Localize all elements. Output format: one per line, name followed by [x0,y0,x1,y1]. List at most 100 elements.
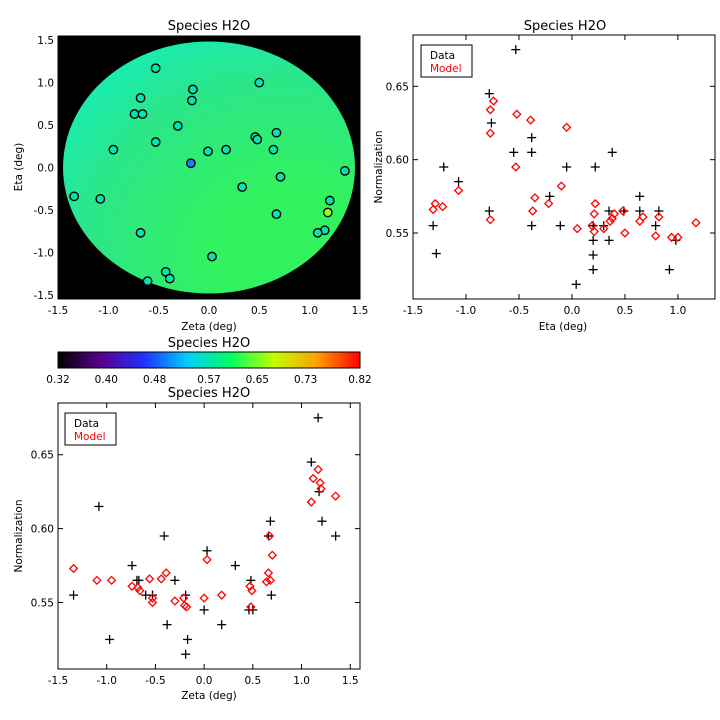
map-marker [275,171,286,182]
zeta-model-point [68,563,79,574]
eta-model-point [528,206,538,216]
zeta-model-point [199,593,209,603]
zeta-data-point [266,590,276,600]
zeta-legend-box [64,412,117,446]
eta-data-point [454,177,464,187]
colorbar-gradient [57,351,361,369]
map-marker [108,144,119,155]
eta-data-point [555,221,565,231]
eta-data-point [651,221,661,231]
zeta-model-point [245,581,255,591]
eta-data-point [590,162,600,172]
eta-model-point [654,212,664,222]
eta-data-point [527,221,537,231]
zeta-data-point [183,634,193,644]
map-marker [187,84,198,95]
zeta-data-point [134,575,144,585]
zeta-xtick-label: 1.0 [293,675,310,687]
zeta-model-point [216,590,227,600]
zeta-data-point [127,561,137,571]
map-markers [69,63,350,287]
eta-data-point [484,89,494,99]
zeta-data-point [105,634,115,644]
eta-xtick-label: -1.5 [403,305,424,317]
eta-data-point [509,147,519,157]
zeta-frame [57,402,361,670]
map-marker [324,195,335,206]
eta-model-point [556,181,567,191]
map-ytick-label: 0.5 [37,120,54,132]
zeta-model-point [170,596,180,606]
zeta-model-point [246,602,256,612]
eta-markers [428,45,701,289]
eta-ticks: -1.5 -1.0 -0.5 0.0 0.5 1.0 0.55 0.60 0.65 [386,35,715,317]
map-xtick-label: 1.0 [301,305,318,317]
map-marker [339,165,350,176]
zeta-xtick-label: 0.5 [244,675,261,687]
zeta-model-point [106,575,117,586]
eta-model-point [638,212,648,222]
zeta-legend: Data Model [64,412,117,446]
eta-xtick-label: 0.5 [617,305,634,317]
eta-model-point [561,122,572,133]
zeta-markers [68,413,341,659]
eta-data-point [588,265,598,275]
map-ytick-label: 1.0 [37,78,54,90]
eta-ytick-label: 0.55 [386,228,409,240]
map-xtick-label: 0.0 [201,305,218,317]
eta-data-point [428,221,438,231]
colorbar-tick-label: 0.32 [46,374,69,386]
zeta-data-point [331,531,341,541]
eta-data-point [588,235,598,245]
zeta-data-point [69,590,79,600]
zeta-model-point [261,577,272,587]
eta-xtick-label: -0.5 [509,305,530,317]
zeta-model-point [263,568,274,578]
zeta-model-point [127,581,137,591]
zeta-data-point [265,516,275,526]
map-xtick-label: 0.5 [251,305,268,317]
zeta-model-point [306,497,317,507]
colorbar-tick-label: 0.57 [197,374,220,386]
eta-data-point [588,250,598,260]
eta-data-point [664,265,674,275]
map-ytick-label: 0.0 [37,163,54,175]
eta-model-point [666,232,677,243]
map-marker [186,95,197,106]
eta-data-point [562,162,572,172]
colorbar-title: Species H2O [168,336,250,351]
zeta-model-point [247,585,257,596]
zeta-data-point [181,649,191,659]
eta-model-point [453,185,464,196]
eta-xlabel: Eta (deg) [539,321,588,333]
eta-data-point [654,206,664,216]
zeta-model-point [264,531,275,541]
map-marker [221,144,232,155]
zeta-legend-data: Data [74,418,99,430]
zeta-model-point [267,550,278,560]
map-marker [268,144,279,155]
eta-data-point [635,191,645,201]
eta-title: Species H2O [524,19,606,34]
eta-model-point [485,128,496,138]
eta-legend-model: Model [430,63,462,75]
map-marker [237,182,248,192]
eta-model-point [605,216,615,226]
map-ticks: -1.5 -1.0 -0.5 0.0 0.5 1.0 1.5 -1.5 -1.0 -0.5 0.0 0… [34,35,369,317]
colorbar-ticks: 0.32 0.40 0.48 0.57 0.65 0.73 0.82 [46,374,371,386]
eta-data-point [527,147,537,157]
eta-ytick-label: 0.65 [386,81,409,93]
map-xtick-label: -0.5 [148,305,169,317]
map-marker [150,137,161,147]
zeta-data-point [162,620,172,630]
map-ytick-label: -1.5 [34,290,55,302]
map-marker [69,191,80,202]
zeta-xtick-label: 1.5 [342,675,359,687]
map-marker [150,63,161,74]
eta-data-point [571,279,581,289]
eta-data-point [431,249,441,259]
map-xlabel: Zeta (deg) [181,321,237,333]
map-marker [164,273,175,284]
eta-legend-box [420,44,473,78]
map-marker [135,227,146,238]
